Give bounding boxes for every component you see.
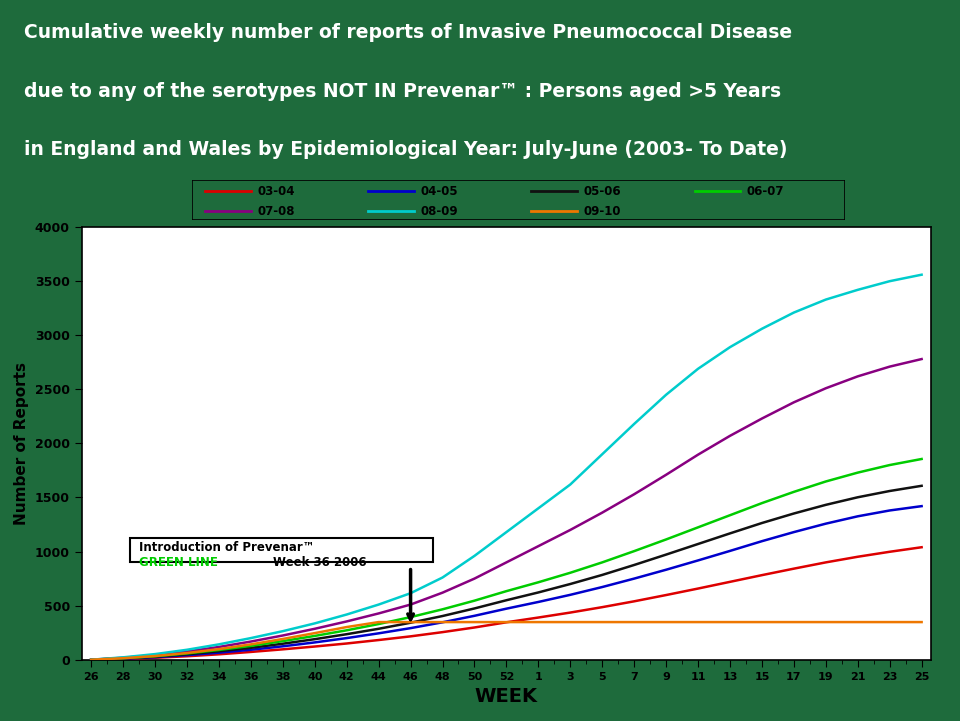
- Text: Introduction of Prevenar™: Introduction of Prevenar™: [139, 541, 315, 554]
- Text: GREEN LINE: GREEN LINE: [139, 557, 218, 570]
- Text: Cumulative weekly number of reports of Invasive Pneumococcal Disease: Cumulative weekly number of reports of I…: [24, 23, 792, 43]
- Text: 03-04: 03-04: [257, 185, 295, 198]
- Text: 09-10: 09-10: [584, 205, 621, 218]
- Text: 04-05: 04-05: [420, 185, 458, 198]
- Text: 08-09: 08-09: [420, 205, 458, 218]
- Text: 06-07: 06-07: [747, 185, 784, 198]
- Text: 05-06: 05-06: [584, 185, 621, 198]
- Text: in England and Wales by Epidemiological Year: July-June (2003- To Date): in England and Wales by Epidemiological …: [24, 140, 787, 159]
- Text: 07-08: 07-08: [257, 205, 295, 218]
- X-axis label: WEEK: WEEK: [475, 687, 538, 706]
- Text: Week 36 2006: Week 36 2006: [274, 557, 367, 570]
- Y-axis label: Number of Reports: Number of Reports: [14, 362, 29, 525]
- Text: due to any of the serotypes NOT IN Prevenar™ : Persons aged >5 Years: due to any of the serotypes NOT IN Preve…: [24, 81, 781, 101]
- FancyBboxPatch shape: [130, 538, 433, 562]
